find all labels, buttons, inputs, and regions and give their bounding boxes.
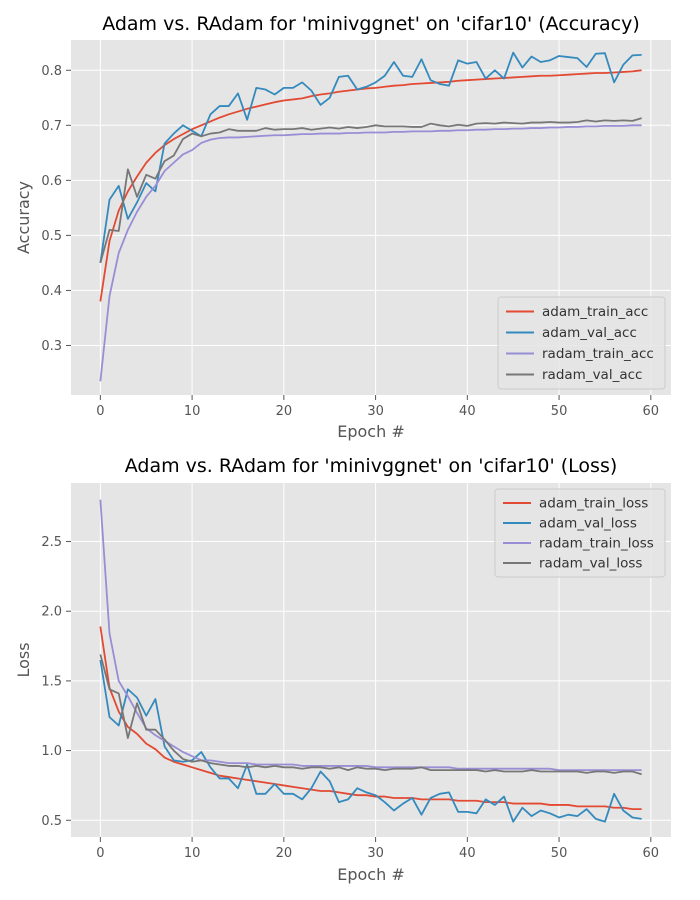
series-line-radam-val-loss [99,654,642,776]
x-tick-label: 0 [96,846,104,861]
x-tick-label: 40 [459,404,476,419]
y-tick-label: 0.4 [41,284,62,299]
y-axis-label: Accuracy [14,181,33,254]
series-line-adam-train-loss [99,626,642,811]
legend-entry: radam_val_acc [542,367,642,383]
series-line-radam-train-acc [99,124,642,382]
loss-chart: 0 10 20 30 40 50 60 0.5 1.0 1.5 2.0 2.5 Adam vs. RAd… [14,455,671,884]
series-line-radam-val-acc [99,117,642,264]
series-line-radam-train-loss [99,499,642,771]
y-tick-label: 0.3 [41,339,62,354]
accuracy-chart: 0 10 20 30 40 50 60 0.3 0.4 0.5 0.6 0.7 0.8 Adam vs. … [14,13,671,441]
legend-entry: radam_val_loss [539,556,642,572]
legend-entry: adam_train_loss [539,496,648,512]
x-tick-label: 20 [276,404,293,419]
y-tick-label: 0.5 [41,229,62,244]
x-axis-label: Epoch # [337,865,404,884]
legend: adam_train_loss adam_val_loss radam_train_… [494,488,666,578]
y-tick-label: 1.5 [41,674,62,689]
chart-title: Adam vs. RAdam for 'minivggnet' on 'cifa… [125,455,618,477]
x-tick-label: 30 [367,404,384,419]
legend-box [497,296,666,390]
y-tick-label: 0.7 [41,119,62,134]
legend-entry: radam_train_loss [539,536,654,552]
legend: adam_train_acc adam_val_acc radam_train_ac… [497,296,666,390]
x-tick-label: 10 [184,404,201,419]
x-tick-label: 50 [551,404,568,419]
legend-entry: adam_val_loss [539,516,637,532]
x-tick-label: 50 [551,846,568,861]
x-tick-label: 10 [184,846,201,861]
y-tick-label: 2.0 [41,605,62,620]
x-tick-label: 60 [643,846,660,861]
y-tick-label: 2.5 [41,535,62,550]
y-tick-label: 0.6 [41,174,62,189]
legend-entry: radam_train_acc [542,346,654,362]
legend-entry: adam_train_acc [542,304,648,320]
y-tick-label: 0.8 [41,64,62,79]
x-tick-label: 20 [276,846,293,861]
x-tick-label: 60 [643,404,660,419]
chart-title: Adam vs. RAdam for 'minivggnet' on 'cifa… [102,13,640,35]
legend-entry: adam_val_acc [542,325,637,341]
legend-box [494,488,666,578]
x-tick-label: 0 [96,404,104,419]
y-tick-label: 0.5 [41,814,62,829]
series-line-adam-val-acc [99,51,642,264]
x-tick-label: 30 [367,846,384,861]
x-tick-label: 40 [459,846,476,861]
y-tick-label: 1.0 [41,744,62,759]
y-axis-label: Loss [14,642,33,677]
x-axis-label: Epoch # [337,422,404,441]
